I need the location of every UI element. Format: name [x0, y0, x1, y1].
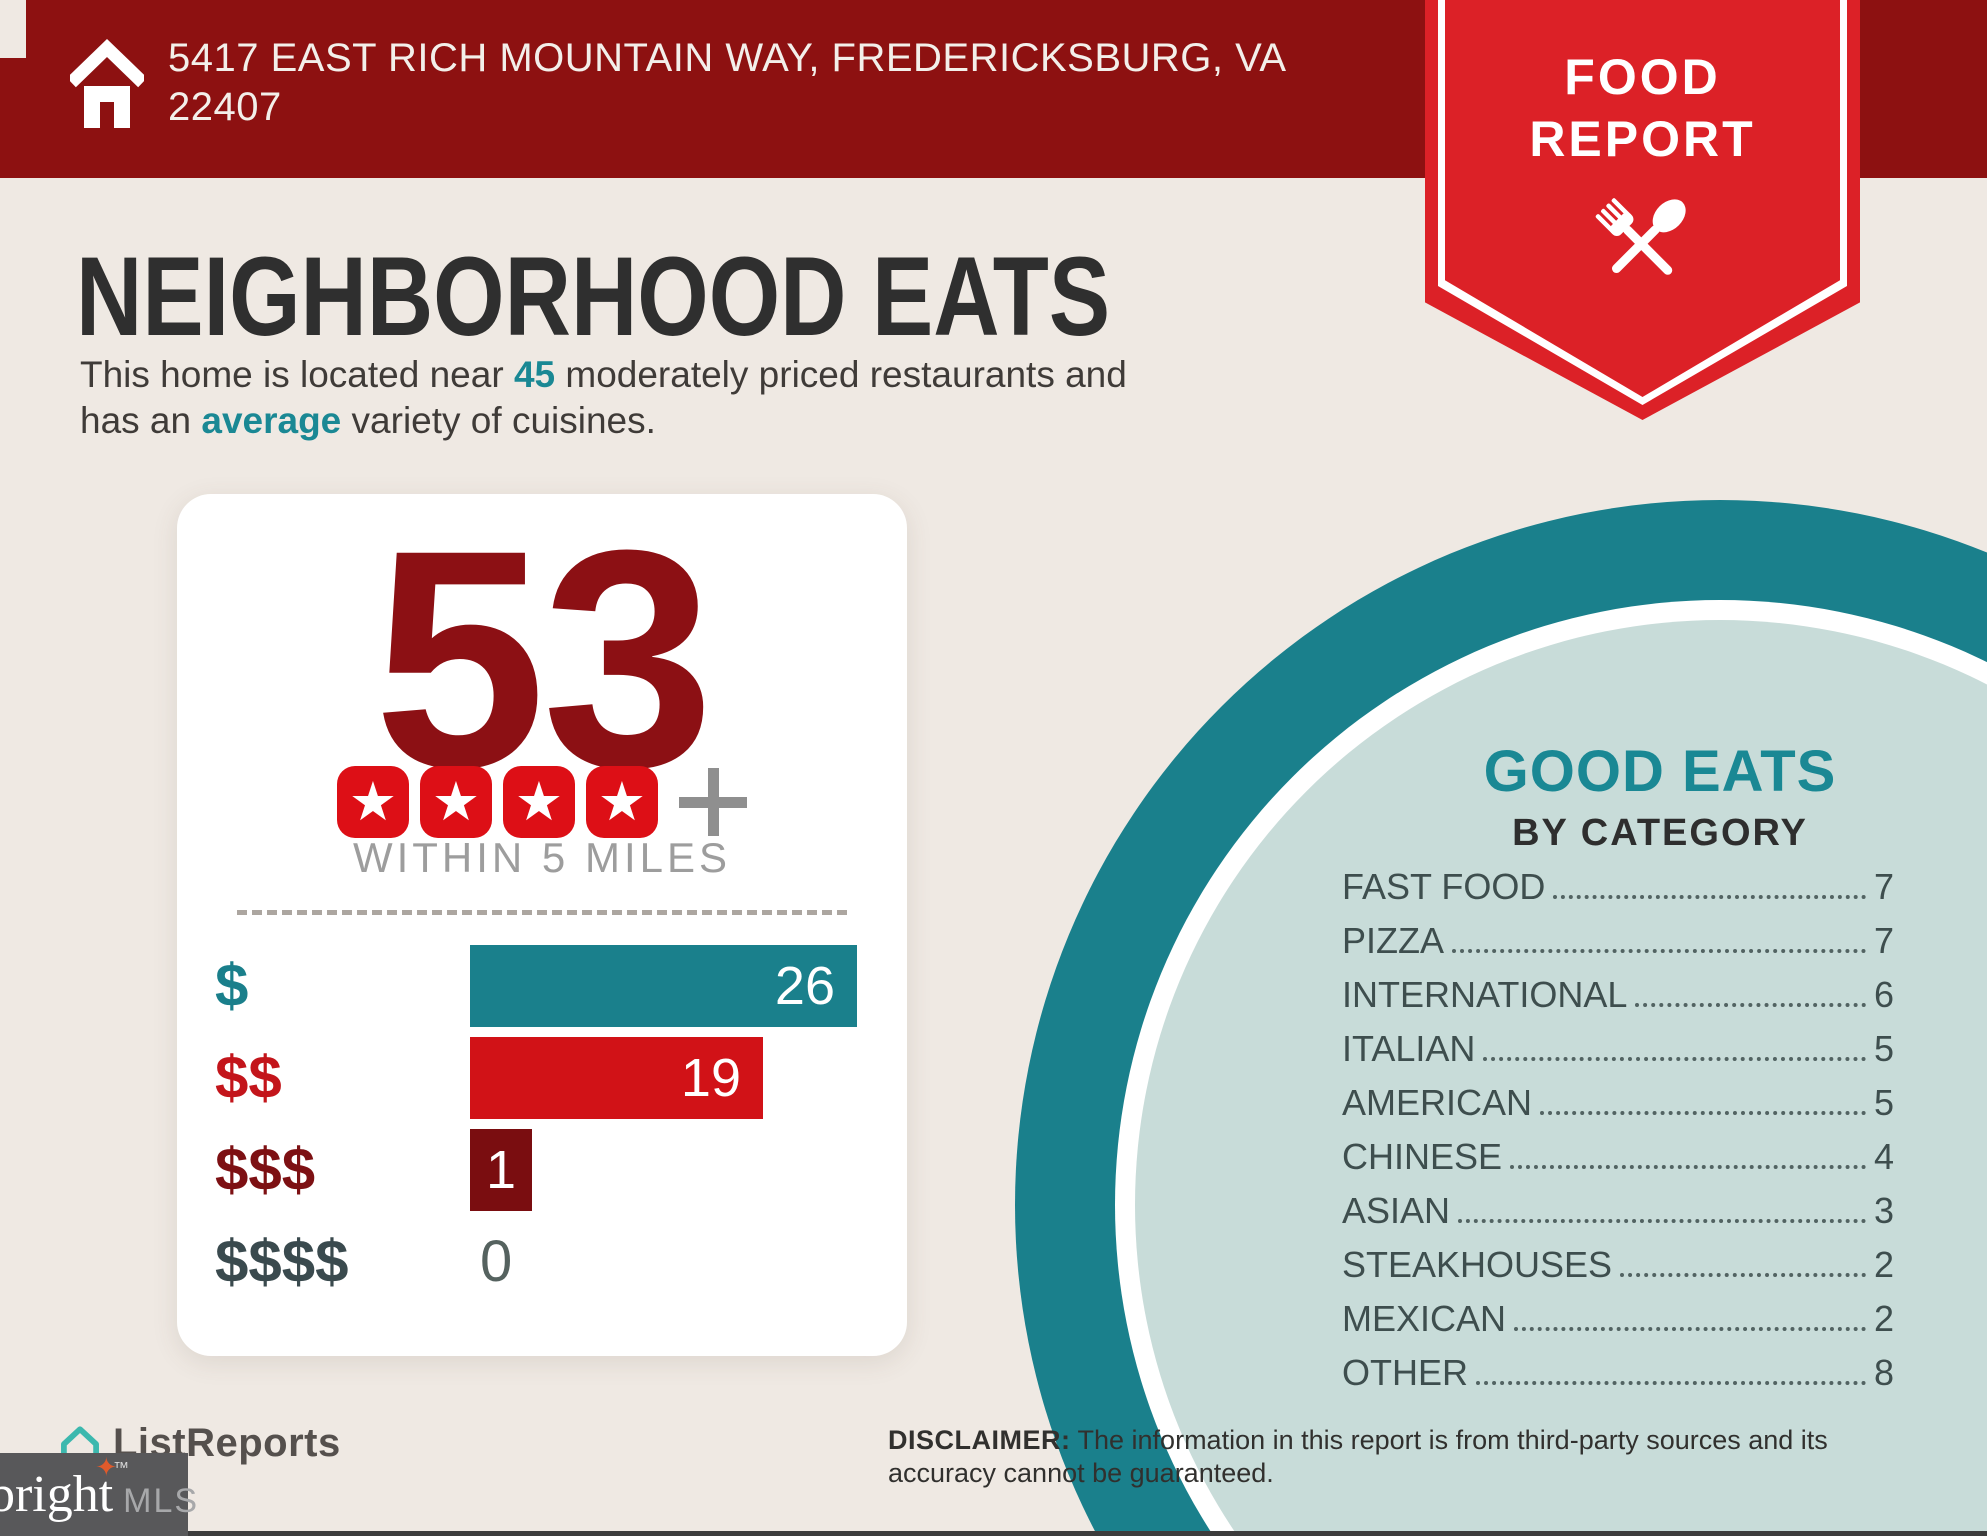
page-subtitle: This home is located near 45 moderately … [80, 352, 1200, 444]
star-icon: ★ [503, 766, 575, 838]
home-icon [70, 38, 144, 128]
disclaimer-line-1: The information in this report is from t… [1070, 1425, 1828, 1455]
list-item: FAST FOOD 7 [1342, 866, 1894, 920]
corner-notch [0, 0, 26, 58]
plus-icon [679, 768, 747, 836]
price-row-2: $$ 19 [177, 1037, 907, 1119]
dotted-leader [1553, 895, 1866, 899]
address-line-2: 22407 [168, 85, 282, 129]
list-item: PIZZA 7 [1342, 920, 1894, 974]
bright-mls-logo: bright ✦ ™ MLS [0, 1453, 197, 1536]
dashed-divider [237, 910, 847, 915]
category-value: 7 [1873, 866, 1894, 907]
category-label: ITALIAN [1342, 1028, 1476, 1069]
list-item: ITALIAN 5 [1342, 1028, 1894, 1082]
price-bar: 19 [470, 1037, 763, 1119]
restaurant-count: 53 [373, 485, 715, 832]
list-item: CHINESE 4 [1342, 1136, 1894, 1190]
star-icon: ★ [586, 766, 658, 838]
list-item: OTHER 8 [1342, 1352, 1894, 1406]
good-eats-title: GOOD EATS [1483, 739, 1837, 804]
price-tier-label: $$$$ [215, 1228, 349, 1295]
subtitle-text-1: This home is located near [80, 354, 514, 395]
category-value: 6 [1873, 974, 1894, 1015]
subtitle-text-3: has an [80, 400, 202, 441]
price-tier-label: $$$ [215, 1136, 316, 1203]
dotted-leader [1635, 1003, 1866, 1007]
disclaimer-line-2: accuracy cannot be guaranteed. [888, 1458, 1274, 1488]
zero-count-value: 0 [480, 1229, 513, 1294]
dotted-leader [1476, 1381, 1866, 1385]
subtitle-text-2: moderately priced restaurants and [555, 354, 1127, 395]
crossed-spoon-fork-icon [1595, 198, 1686, 275]
price-tier-label: $$ [215, 1044, 282, 1111]
dotted-leader [1483, 1057, 1866, 1061]
category-label: PIZZA [1342, 920, 1445, 961]
badge-title-report: REPORT [1529, 111, 1756, 167]
list-item: AMERICAN 5 [1342, 1082, 1894, 1136]
category-value: 3 [1873, 1190, 1894, 1231]
category-label: CHINESE [1342, 1136, 1503, 1177]
category-value: 8 [1873, 1352, 1894, 1393]
food-report-badge: FOOD REPORT [1425, 0, 1860, 420]
price-tier-label: $ [215, 952, 249, 1019]
category-list: FAST FOOD 7 PIZZA 7 INTERNATIONAL 6 ITALIAN… [1342, 866, 1894, 1406]
list-item: ASIAN 3 [1342, 1190, 1894, 1244]
address-line-1: 5417 EAST RICH MOUNTAIN WAY, FREDERICKSB… [168, 36, 1287, 80]
category-value: 5 [1873, 1028, 1894, 1069]
list-item: STEAKHOUSES 2 [1342, 1244, 1894, 1298]
restaurant-score-card: 53 ★ ★ ★ ★ WITHIN 5 MILES $ 26 $$ 19 $$$… [177, 494, 907, 1356]
star-icon: ★ [420, 766, 492, 838]
category-value: 5 [1873, 1082, 1894, 1123]
restaurant-count-accent: 45 [513, 354, 556, 395]
badge-title-food: FOOD [1564, 49, 1721, 105]
star-rating: ★ ★ ★ ★ [177, 766, 907, 838]
good-eats-subtitle: BY CATEGORY [1512, 812, 1808, 854]
category-label: ASIAN [1342, 1190, 1451, 1231]
category-label: MEXICAN [1342, 1298, 1507, 1339]
mls-text: MLS [123, 1482, 200, 1520]
page-title: NEIGHBORHOOD EATS [76, 234, 1111, 359]
disclaimer-label: DISCLAIMER: [888, 1425, 1071, 1455]
dotted-leader [1620, 1273, 1866, 1277]
subtitle-text-4: variety of cuisines. [341, 400, 656, 441]
list-item: MEXICAN 2 [1342, 1298, 1894, 1352]
category-label: AMERICAN [1342, 1082, 1533, 1123]
radius-label: WITHIN 5 MILES [352, 834, 732, 881]
sparkle-icon: ✦ [95, 1452, 118, 1482]
variety-accent: average [201, 400, 342, 441]
price-row-1: $ 26 [177, 945, 907, 1027]
property-address: 5417 EAST RICH MOUNTAIN WAY, FREDERICKSB… [168, 34, 1287, 132]
category-label: STEAKHOUSES [1342, 1244, 1613, 1285]
price-row-3: $$$ 1 [177, 1129, 907, 1211]
category-label: INTERNATIONAL [1342, 974, 1628, 1015]
category-value: 2 [1873, 1244, 1894, 1285]
price-bar: 26 [470, 945, 857, 1027]
dotted-leader [1458, 1219, 1866, 1223]
category-value: 4 [1873, 1136, 1894, 1177]
category-value: 7 [1873, 920, 1894, 961]
category-label: FAST FOOD [1342, 866, 1546, 907]
dotted-leader [1452, 949, 1866, 953]
list-item: INTERNATIONAL 6 [1342, 974, 1894, 1028]
price-row-4: $$$$ 0 [177, 1221, 907, 1303]
dotted-leader [1510, 1165, 1866, 1169]
category-value: 2 [1873, 1298, 1894, 1339]
trademark-symbol: ™ [113, 1459, 130, 1477]
bright-wordmark: bright ✦ ™ [0, 1454, 129, 1523]
category-label: OTHER [1342, 1352, 1468, 1393]
bottom-edge-line [0, 1531, 1987, 1536]
dotted-leader [1540, 1111, 1866, 1115]
dotted-leader [1514, 1327, 1866, 1331]
price-bar: 1 [470, 1129, 532, 1211]
star-icon: ★ [337, 766, 409, 838]
disclaimer-text: DISCLAIMER: The information in this repo… [888, 1424, 1908, 1490]
bright-text: bright [0, 1465, 114, 1523]
